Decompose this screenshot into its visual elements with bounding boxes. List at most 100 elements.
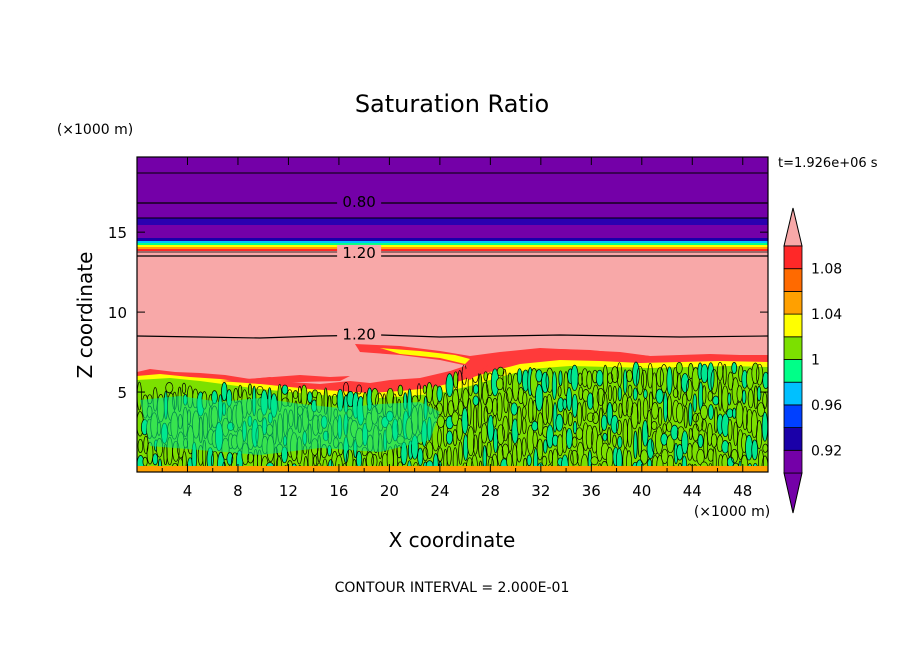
x-tick-label: 44 bbox=[683, 482, 702, 500]
colorbar-segment bbox=[783, 427, 803, 451]
convective-cell bbox=[341, 462, 348, 472]
convective-cell bbox=[522, 417, 527, 435]
convective-cell bbox=[181, 382, 187, 394]
convective-cell bbox=[676, 373, 682, 401]
transition-band-cyan bbox=[137, 241, 768, 243]
convective-cell bbox=[607, 385, 613, 402]
convective-cell bbox=[726, 408, 734, 419]
convective-cell bbox=[627, 418, 633, 448]
convective-cell bbox=[572, 421, 578, 435]
convective-cell bbox=[697, 434, 704, 449]
contour-label: 1.20 bbox=[342, 325, 375, 343]
colorbar: 0.92 0.96 1 1.04 1.08 bbox=[783, 207, 842, 514]
y-tick-label: 10 bbox=[108, 304, 127, 322]
convective-cell bbox=[457, 370, 463, 401]
x-tick-label: 36 bbox=[582, 482, 601, 500]
transition-band-blue bbox=[137, 238, 768, 241]
convective-cell bbox=[472, 395, 480, 406]
convective-cell bbox=[487, 414, 495, 442]
convective-cell bbox=[702, 385, 707, 405]
convective-cell bbox=[672, 388, 679, 398]
x-axis-label: X coordinate bbox=[389, 528, 516, 552]
convective-cell bbox=[522, 391, 528, 407]
convective-cell bbox=[633, 430, 638, 460]
convective-cell bbox=[675, 402, 684, 424]
convective-cell bbox=[416, 383, 422, 402]
convective-cell bbox=[651, 402, 659, 420]
convective-cell bbox=[570, 364, 579, 392]
colorbar-segment bbox=[783, 404, 803, 428]
convective-cell bbox=[545, 393, 553, 425]
convective-cell bbox=[600, 414, 608, 431]
convective-cell bbox=[761, 411, 768, 442]
convective-cell bbox=[641, 369, 648, 390]
convective-cell bbox=[610, 415, 619, 434]
convective-cell bbox=[657, 406, 663, 426]
contour-labels: 0.80 1.20 1.20 bbox=[337, 193, 382, 343]
convective-cell bbox=[446, 445, 452, 467]
convective-cell bbox=[602, 432, 608, 442]
convective-cell bbox=[621, 393, 629, 417]
colorbar-segment bbox=[783, 336, 803, 360]
convective-cell bbox=[616, 419, 622, 436]
convective-cell bbox=[736, 385, 743, 403]
y-axis-label: Z coordinate bbox=[73, 252, 97, 379]
colorbar-tick-label: 1.08 bbox=[811, 262, 842, 278]
convective-cell bbox=[495, 377, 504, 391]
y-axis-ticks: 5 10 15 bbox=[108, 224, 768, 402]
convective-cell bbox=[466, 397, 472, 427]
convective-cell bbox=[458, 441, 463, 465]
convective-cell bbox=[507, 372, 512, 386]
colorbar-tick-label: 1 bbox=[811, 353, 820, 369]
convective-cell bbox=[688, 402, 693, 427]
convective-cell bbox=[700, 404, 708, 420]
convective-cell bbox=[646, 438, 655, 459]
colorbar-segment bbox=[783, 290, 803, 315]
convective-cell bbox=[570, 450, 579, 466]
convective-cell bbox=[571, 436, 578, 448]
convective-cell bbox=[480, 423, 488, 444]
convective-cell bbox=[221, 461, 227, 472]
convective-cell bbox=[607, 427, 612, 445]
elevated-yellow-filament bbox=[380, 348, 470, 364]
colorbar-segment bbox=[783, 359, 803, 383]
convective-cell bbox=[526, 454, 532, 467]
convective-cell bbox=[586, 412, 595, 422]
contour-label-gap bbox=[337, 244, 382, 260]
convective-cell bbox=[502, 368, 507, 392]
convective-cell bbox=[492, 415, 497, 428]
convective-cell bbox=[452, 447, 458, 472]
convective-cell bbox=[582, 401, 587, 422]
convective-cell bbox=[516, 368, 523, 385]
convective-cell bbox=[502, 415, 509, 442]
convective-cell bbox=[422, 447, 429, 462]
convective-cell bbox=[612, 402, 618, 413]
convective-cell bbox=[731, 362, 738, 375]
convective-cell bbox=[562, 409, 568, 426]
convective-cell bbox=[707, 390, 713, 402]
convective-cell bbox=[592, 384, 600, 413]
convective-cell bbox=[551, 371, 557, 401]
transition-band-green bbox=[137, 243, 768, 245]
transition-band-red bbox=[137, 249, 768, 251]
x-units-label: (×1000 m) bbox=[694, 504, 770, 520]
colorbar-segment bbox=[783, 449, 803, 474]
colorbar-tick-label: 0.96 bbox=[811, 398, 842, 414]
plot-frame bbox=[136, 156, 769, 473]
convective-cell bbox=[762, 371, 768, 389]
convective-cell bbox=[453, 371, 459, 389]
contour-label-gap bbox=[337, 326, 382, 342]
colorbar-segment bbox=[783, 313, 803, 338]
convective-cell bbox=[275, 456, 283, 472]
convective-cell bbox=[607, 372, 614, 384]
convective-cell bbox=[576, 402, 583, 427]
convective-cell bbox=[722, 363, 727, 386]
convective-cell bbox=[643, 389, 648, 399]
convective-cell bbox=[165, 382, 174, 394]
convective-cell bbox=[661, 448, 669, 464]
convective-cell bbox=[462, 388, 470, 408]
convective-cell bbox=[733, 421, 738, 447]
convective-cell bbox=[755, 363, 764, 386]
convective-cell bbox=[642, 398, 649, 420]
convective-cell bbox=[445, 373, 454, 398]
